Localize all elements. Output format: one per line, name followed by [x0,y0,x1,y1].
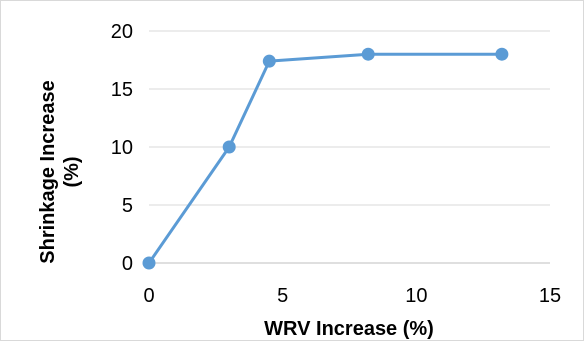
x-axis-title: WRV Increase (%) [264,318,434,340]
gridlines [149,30,550,206]
x-tick-label: 5 [277,285,288,307]
x-tick-label: 10 [405,285,427,307]
y-tick-label: 15 [111,79,133,101]
data-point [262,54,276,68]
y-axis-title-line2: (%) [61,156,83,187]
data-point [495,47,509,61]
y-tick-label: 5 [122,195,133,217]
data-point [222,140,236,154]
series-line [147,52,502,264]
y-tick-label: 10 [111,137,133,159]
y-tick-label: 20 [111,21,133,43]
series-group [142,47,509,270]
y-axis-title-line1: Shrinkage Increase [37,80,59,263]
x-tick-label: 0 [143,285,154,307]
x-tick-label: 15 [539,285,561,307]
y-tick-label: 0 [122,253,133,275]
x-tick-labels: 0 5 10 15 [143,285,561,307]
data-point [361,47,375,61]
y-tick-labels: 0 5 10 15 20 [111,21,133,275]
data-point [142,256,156,270]
